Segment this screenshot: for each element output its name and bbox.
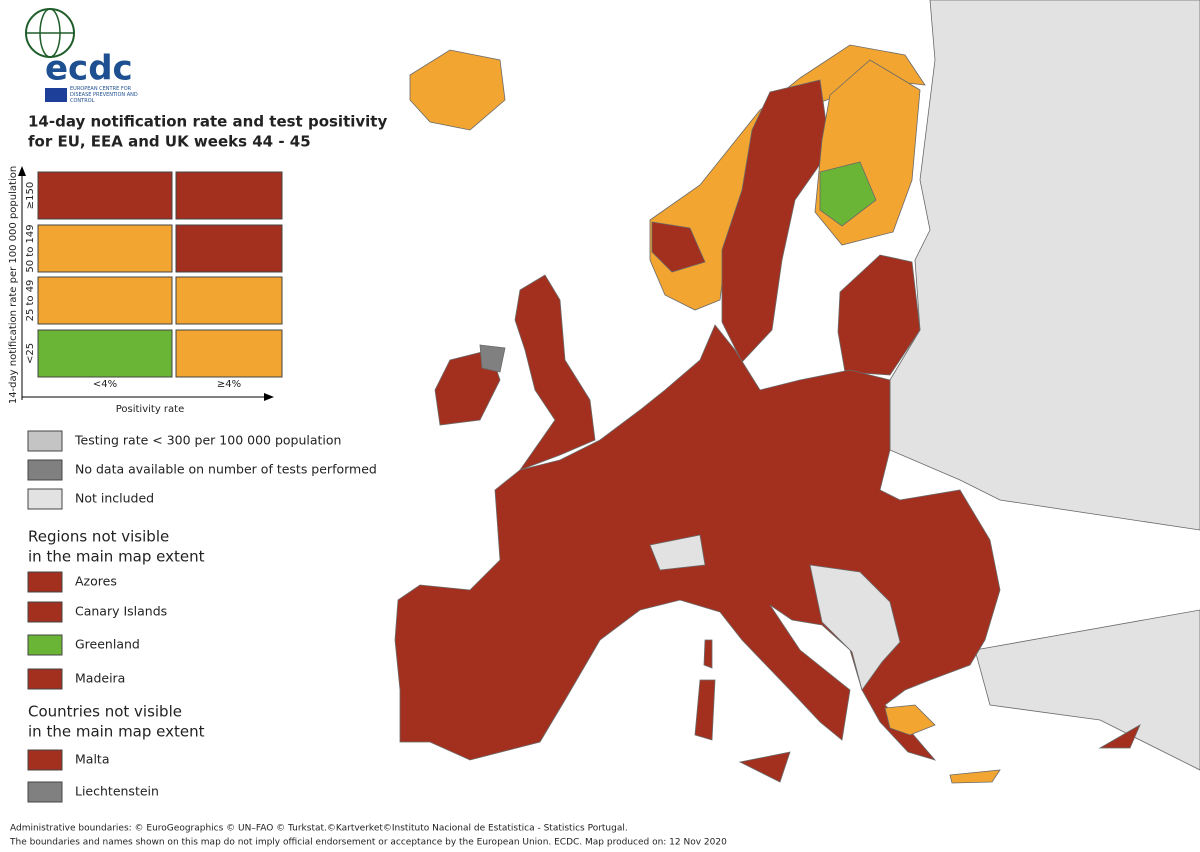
legend-label: Testing rate < 300 per 100 000 populatio… — [74, 433, 341, 448]
western-balkans — [809, 564, 901, 691]
united-kingdom — [514, 274, 596, 471]
not-included-turkey — [974, 609, 1200, 771]
greece-region — [884, 704, 936, 736]
x-axis-label: Positivity rate — [116, 404, 185, 415]
legend-label: Azores — [75, 574, 117, 589]
legend-label: Liechtenstein — [75, 784, 159, 799]
legend-label: Canary Islands — [75, 604, 167, 619]
sicily — [738, 751, 791, 783]
y-arrowhead — [18, 166, 26, 176]
section-heading: in the main map extent — [28, 548, 205, 566]
baltics — [837, 254, 921, 376]
matrix-cell — [37, 329, 173, 378]
y-axis-label: 14-day notification rate per 100 000 pop… — [8, 166, 19, 404]
legend-label: Madeira — [75, 671, 125, 686]
corsica — [703, 639, 713, 669]
section-heading: Regions not visible — [28, 528, 169, 546]
section-heading: in the main map extent — [28, 723, 205, 741]
legend-swatch — [27, 601, 63, 623]
logo-subtitle: EUROPEAN CENTRE FOR DISEASE PREVENTION A… — [70, 86, 138, 104]
x-arrowhead — [264, 393, 274, 401]
legend: Testing rate < 300 per 100 000 populatio… — [27, 430, 377, 803]
eu-flag — [45, 88, 67, 102]
legend-swatch — [27, 781, 63, 803]
title-line: 14-day notification rate and test positi… — [28, 113, 387, 131]
matrix-cell — [175, 276, 283, 325]
matrix-cell — [175, 171, 283, 220]
section-heading: Countries not visible — [28, 703, 182, 721]
matrix-cell — [175, 224, 283, 273]
logo-subtitle-box: EUROPEAN CENTRE FOR DISEASE PREVENTION A… — [70, 86, 138, 104]
row-label: <25 — [25, 343, 36, 364]
sardinia — [694, 679, 716, 741]
crete — [949, 769, 1001, 784]
legend-label: Malta — [75, 752, 109, 767]
matrix-cell — [175, 329, 283, 378]
map — [394, 0, 1200, 784]
cyprus — [1098, 724, 1141, 749]
legend-swatch — [27, 430, 63, 452]
norway-region — [651, 221, 706, 273]
iceland — [409, 49, 506, 131]
footer-line: Administrative boundaries: © EuroGeograp… — [10, 824, 628, 834]
logo: ecdc EUROPEAN CENTRE FOR DISEASE PREVENT… — [25, 8, 138, 104]
legend-swatch — [27, 668, 63, 690]
legend-swatch — [27, 488, 63, 510]
row-label: 25 to 49 — [25, 280, 36, 322]
row-label: ≥150 — [25, 182, 36, 209]
matrix-cell — [37, 224, 173, 273]
legend-swatch — [27, 459, 63, 481]
not-included-east — [889, 0, 1200, 531]
matrix-cell — [37, 276, 173, 325]
switzerland — [649, 534, 706, 571]
logo-text: ecdc — [45, 49, 133, 89]
northern-ireland — [479, 344, 506, 373]
row-label: 50 to 149 — [25, 224, 36, 272]
legend-matrix: Positivity rate 14-day notification rate… — [8, 166, 283, 415]
legend-label: No data available on number of tests per… — [75, 462, 377, 477]
legend-swatch — [27, 749, 63, 771]
footer-line: The boundaries and names shown on this m… — [9, 838, 727, 848]
legend-label: Not included — [75, 491, 154, 506]
title-line: for EU, EEA and UK weeks 44 - 45 — [28, 133, 311, 151]
legend-label: Greenland — [75, 637, 140, 652]
column-label: ≥4% — [217, 379, 241, 390]
matrix-cell — [37, 171, 173, 220]
column-label: <4% — [93, 379, 117, 390]
legend-swatch — [27, 571, 63, 593]
legend-swatch — [27, 634, 63, 656]
finland-region — [819, 161, 877, 227]
